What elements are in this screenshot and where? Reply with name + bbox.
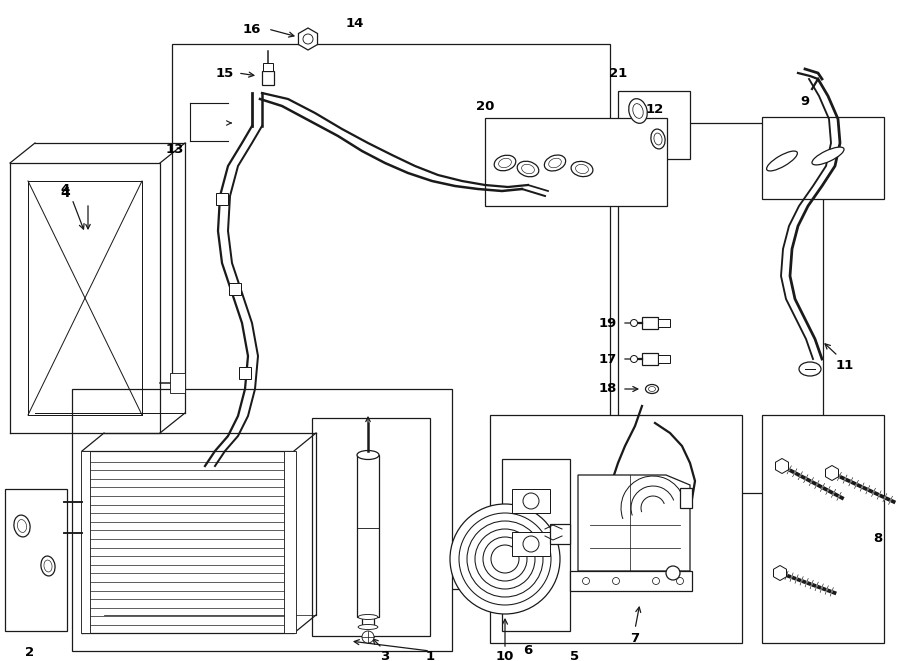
Circle shape bbox=[582, 578, 590, 584]
Bar bbox=[762, 415, 884, 643]
Bar bbox=[312, 418, 430, 636]
Ellipse shape bbox=[812, 147, 844, 165]
Ellipse shape bbox=[494, 155, 516, 171]
Bar bbox=[680, 488, 692, 508]
Circle shape bbox=[631, 356, 637, 362]
Bar bbox=[512, 489, 550, 513]
Bar bbox=[658, 319, 670, 327]
Ellipse shape bbox=[40, 556, 55, 576]
Ellipse shape bbox=[799, 362, 821, 376]
Circle shape bbox=[523, 493, 539, 509]
Bar bbox=[642, 353, 658, 365]
Text: 4: 4 bbox=[60, 186, 70, 200]
Ellipse shape bbox=[767, 151, 797, 171]
Circle shape bbox=[652, 578, 660, 584]
Ellipse shape bbox=[17, 520, 27, 533]
Bar bbox=[216, 193, 228, 205]
Bar bbox=[72, 389, 452, 651]
Bar bbox=[550, 524, 570, 544]
Ellipse shape bbox=[44, 560, 52, 572]
Circle shape bbox=[362, 631, 374, 643]
Ellipse shape bbox=[645, 385, 659, 393]
Bar bbox=[284, 451, 296, 633]
Circle shape bbox=[666, 566, 680, 580]
Text: 17: 17 bbox=[598, 352, 617, 366]
Circle shape bbox=[523, 536, 539, 552]
Polygon shape bbox=[773, 566, 787, 580]
Text: 10: 10 bbox=[496, 650, 514, 661]
Text: 1: 1 bbox=[426, 650, 435, 661]
Bar bbox=[357, 455, 379, 617]
Bar bbox=[172, 44, 610, 589]
Text: 19: 19 bbox=[598, 317, 617, 329]
Circle shape bbox=[677, 578, 683, 584]
Polygon shape bbox=[299, 28, 318, 50]
Text: 2: 2 bbox=[25, 646, 34, 660]
Bar bbox=[362, 615, 374, 625]
Ellipse shape bbox=[544, 155, 566, 171]
Text: 5: 5 bbox=[571, 650, 580, 661]
Ellipse shape bbox=[649, 387, 655, 391]
Ellipse shape bbox=[518, 161, 539, 176]
Text: 20: 20 bbox=[476, 100, 494, 112]
Ellipse shape bbox=[654, 133, 662, 145]
Ellipse shape bbox=[549, 158, 562, 168]
Text: 8: 8 bbox=[873, 533, 883, 545]
Bar bbox=[570, 571, 692, 591]
Text: 11: 11 bbox=[836, 358, 854, 371]
Text: 15: 15 bbox=[216, 67, 234, 79]
Bar bbox=[81, 451, 90, 633]
Bar bbox=[263, 63, 273, 71]
Circle shape bbox=[450, 504, 560, 614]
Ellipse shape bbox=[14, 515, 30, 537]
Text: 12: 12 bbox=[646, 102, 664, 116]
Polygon shape bbox=[825, 465, 839, 481]
Circle shape bbox=[613, 578, 619, 584]
Ellipse shape bbox=[572, 161, 593, 176]
Bar bbox=[762, 117, 884, 199]
Circle shape bbox=[631, 319, 637, 327]
Ellipse shape bbox=[499, 159, 511, 168]
Bar bbox=[658, 355, 670, 363]
Ellipse shape bbox=[576, 165, 589, 174]
Bar bbox=[485, 118, 667, 206]
Text: 3: 3 bbox=[381, 650, 390, 661]
Text: 18: 18 bbox=[598, 383, 617, 395]
Polygon shape bbox=[776, 459, 788, 473]
Text: 13: 13 bbox=[166, 143, 184, 155]
Bar bbox=[490, 415, 742, 643]
Text: 14: 14 bbox=[346, 17, 365, 30]
Bar bbox=[502, 459, 570, 631]
Bar bbox=[262, 71, 274, 85]
Bar bbox=[618, 123, 823, 493]
Bar bbox=[642, 317, 658, 329]
Bar bbox=[170, 373, 185, 393]
Ellipse shape bbox=[358, 615, 378, 619]
Ellipse shape bbox=[357, 451, 379, 459]
Text: 16: 16 bbox=[243, 22, 261, 36]
Ellipse shape bbox=[651, 129, 665, 149]
Bar bbox=[5, 489, 67, 631]
Polygon shape bbox=[578, 475, 690, 571]
Ellipse shape bbox=[358, 625, 378, 629]
Text: 6: 6 bbox=[524, 644, 533, 658]
Bar bbox=[618, 91, 690, 159]
Text: 7: 7 bbox=[630, 633, 640, 646]
Bar bbox=[239, 367, 251, 379]
Text: 9: 9 bbox=[800, 95, 810, 108]
Text: 21: 21 bbox=[609, 67, 627, 79]
Ellipse shape bbox=[629, 98, 647, 124]
Ellipse shape bbox=[633, 104, 643, 118]
Ellipse shape bbox=[522, 165, 535, 174]
Bar bbox=[229, 283, 241, 295]
Circle shape bbox=[303, 34, 313, 44]
Bar bbox=[512, 532, 550, 556]
Text: 4: 4 bbox=[60, 182, 69, 196]
